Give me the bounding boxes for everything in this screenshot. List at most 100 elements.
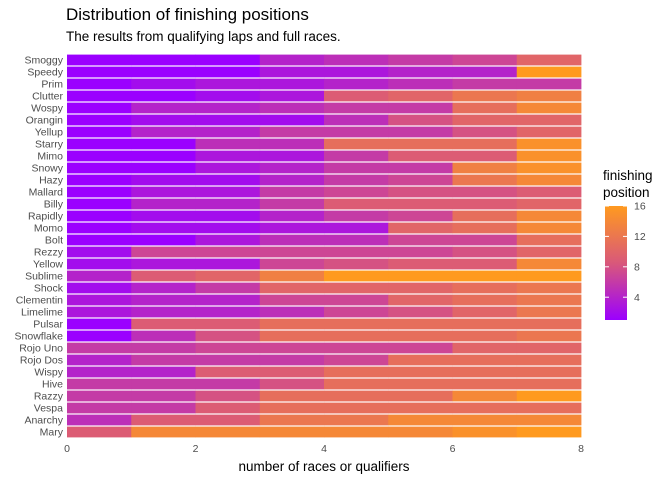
y-tick-label: Orangin [26, 115, 64, 127]
bar-segment [388, 342, 453, 354]
bar-segment [67, 102, 132, 114]
bar-segment [131, 54, 196, 66]
bar-segment [131, 66, 196, 78]
y-tick-label: Mimo [37, 151, 63, 163]
bar-segment [67, 390, 132, 402]
bar-segment [452, 354, 518, 366]
bar-segment [195, 402, 261, 414]
bar-segment [67, 426, 132, 438]
bar-segment [195, 234, 261, 246]
x-tick-label: 2 [193, 443, 199, 455]
y-tick-label: Starry [35, 139, 64, 151]
bar-segment [324, 78, 389, 90]
bar-segment [452, 66, 518, 78]
bar-segment [516, 186, 582, 198]
bar-segment [67, 54, 132, 66]
bar-segment [67, 378, 132, 390]
bar-segment [259, 306, 325, 318]
bar-segment [67, 318, 132, 330]
bar-segment [388, 246, 453, 258]
bar-segment [259, 114, 325, 126]
bar-segment [516, 414, 582, 426]
bar-segment [324, 378, 389, 390]
legend-title-line-1: finishing [603, 168, 653, 183]
bar-segment [67, 294, 132, 306]
bar-segment [259, 390, 325, 402]
bar-segment [324, 234, 389, 246]
y-tick-label: Mary [40, 427, 64, 439]
y-tick-label: Hive [42, 379, 63, 391]
bar-segment [452, 162, 518, 174]
bar-segment [452, 306, 518, 318]
bar-segment [195, 318, 261, 330]
y-tick-label: Wispy [34, 367, 63, 379]
bar-segment [388, 90, 453, 102]
bar-segment [195, 414, 261, 426]
bar-segment [388, 258, 453, 270]
bar-segment [195, 354, 261, 366]
bar-segment [131, 114, 196, 126]
bar-segment [516, 198, 582, 210]
bar-segment [259, 318, 325, 330]
bar-segment [452, 330, 518, 342]
bar-segment [67, 330, 132, 342]
y-tick-label: Bolt [45, 235, 63, 247]
bar-segment [452, 126, 518, 138]
x-tick-label: 6 [450, 443, 456, 455]
bar-segment [67, 414, 132, 426]
bar-segment [324, 138, 389, 150]
bar-segment [67, 90, 132, 102]
bar-segment [259, 414, 325, 426]
bar-segment [388, 354, 453, 366]
legend-ticks: 4 8 12 16 [605, 201, 646, 304]
bar-segment [195, 198, 261, 210]
bar-segment [516, 342, 582, 354]
bar-segment [67, 186, 132, 198]
bar-segment [324, 270, 389, 282]
bar-segment [67, 210, 132, 222]
bar-segment [324, 318, 389, 330]
bar-segment [195, 162, 261, 174]
bar-segment [195, 222, 261, 234]
bar-segment [324, 402, 389, 414]
legend: finishing position 4 8 12 16 [603, 168, 653, 320]
bar-segment [259, 282, 325, 294]
legend-tick-label: 8 [634, 261, 640, 273]
bar-segment [259, 174, 325, 186]
x-axis-ticks: 0 2 4 6 8 [64, 443, 584, 455]
bar-segment [259, 198, 325, 210]
bar-segment [131, 162, 196, 174]
legend-tick-label: 12 [634, 231, 646, 243]
bar-segment [516, 66, 582, 78]
bar-segment [452, 414, 518, 426]
bar-segment [324, 162, 389, 174]
bar-segment [131, 294, 196, 306]
y-tick-label: Smoggy [24, 55, 63, 67]
y-tick-label: Prim [41, 79, 63, 91]
bar-segment [131, 174, 196, 186]
bar-segment [388, 402, 453, 414]
bar-segment [388, 330, 453, 342]
bar-segment [516, 246, 582, 258]
bar-segment [452, 174, 518, 186]
bar-segment [516, 78, 582, 90]
bar-segment [195, 126, 261, 138]
bar-segment [516, 258, 582, 270]
bar-segment [516, 306, 582, 318]
x-tick-label: 8 [578, 443, 584, 455]
bar-segment [195, 246, 261, 258]
bar-segment [324, 66, 389, 78]
bar-segment [516, 174, 582, 186]
bar-segment [324, 198, 389, 210]
bar-segment [388, 150, 453, 162]
legend-colorbar [605, 206, 627, 320]
bar-segment [67, 162, 132, 174]
bar-segment [195, 138, 261, 150]
bar-segment [324, 210, 389, 222]
bar-segment [195, 90, 261, 102]
y-tick-label: Speedy [27, 67, 63, 79]
bar-segment [516, 390, 582, 402]
y-tick-label: Yellup [35, 127, 63, 139]
bar-segment [388, 222, 453, 234]
bar-segment [259, 150, 325, 162]
